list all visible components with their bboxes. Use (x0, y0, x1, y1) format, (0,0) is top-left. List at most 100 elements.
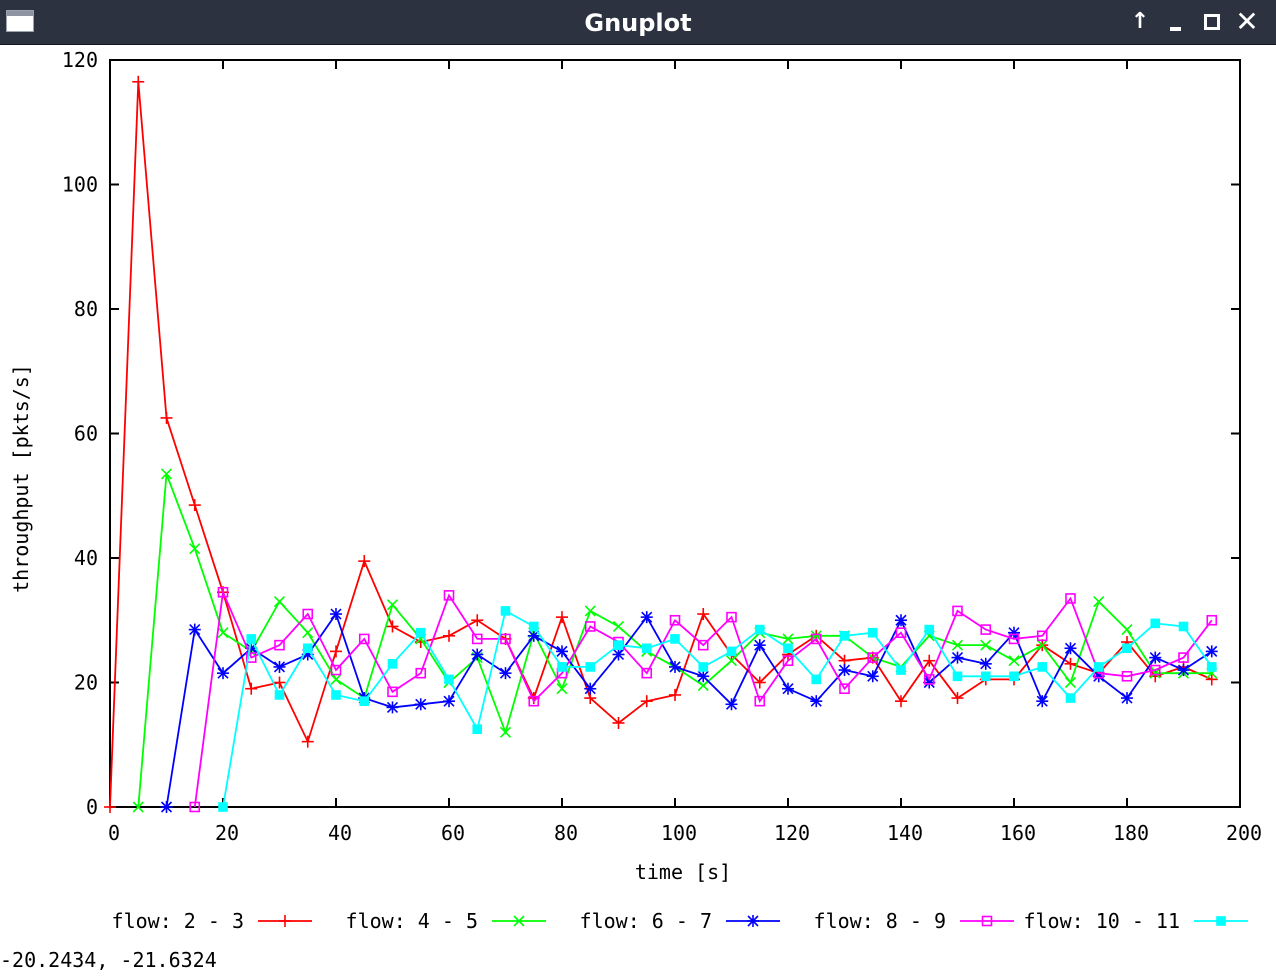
data-point-series-5 (444, 674, 454, 685)
data-point-series-3 (1064, 642, 1077, 655)
data-point-series-3 (1121, 692, 1133, 705)
data-point-series-4 (274, 639, 285, 651)
minimize-icon[interactable] (1161, 8, 1189, 36)
data-point-series-1 (301, 735, 314, 748)
data-point-series-1 (471, 614, 484, 627)
data-point-series-4 (923, 674, 935, 685)
data-point-series-5 (952, 671, 963, 682)
data-point-series-4 (1206, 614, 1218, 626)
data-point-series-5 (1093, 662, 1104, 672)
data-point-series-5 (246, 634, 257, 644)
y-tick-label: 80 (74, 297, 98, 321)
data-point-series-2 (810, 630, 822, 642)
window-title: Gnuplot (584, 9, 692, 37)
data-point-series-4 (415, 667, 427, 679)
data-point-series-1 (160, 411, 173, 424)
x-tick-label: 160 (1000, 821, 1036, 845)
y-axis-label: throughput [pkts/s] (9, 364, 33, 593)
y-tick-label: 100 (62, 173, 98, 197)
data-point-series-4 (952, 605, 963, 617)
plot-canvas[interactable]: 0 20 40 60 80 100 120 140 160 180 200 0 20 40 60 80 100 1… (0, 44, 1276, 944)
y-tick-label: 60 (74, 422, 98, 446)
data-point-series-5 (811, 674, 822, 685)
legend-marker-1 (279, 915, 291, 927)
data-point-series-2 (1121, 624, 1133, 636)
data-point-series-5 (641, 643, 652, 654)
data-point-series-1 (358, 555, 371, 568)
data-point-series-1 (612, 716, 625, 729)
data-point-series-2 (160, 468, 173, 480)
data-point-series-5 (500, 606, 511, 616)
data-point-series-2 (1149, 667, 1161, 679)
data-point-series-5 (1065, 693, 1076, 703)
x-tick-label: 100 (661, 821, 697, 845)
data-point-series-3 (782, 682, 794, 695)
data-point-series-5 (218, 802, 228, 812)
data-point-series-3 (330, 608, 342, 621)
data-point-series-2 (980, 639, 992, 651)
data-point-series-4 (387, 686, 398, 698)
data-point-series-4 (1121, 670, 1133, 682)
legend-marker-2 (513, 915, 525, 927)
series-line-5 (222, 609, 1213, 808)
data-point-series-3 (866, 670, 879, 683)
data-point-series-5 (670, 634, 680, 644)
data-point-series-4 (217, 586, 229, 598)
legend-marker-4 (981, 915, 993, 927)
data-point-series-4 (839, 683, 850, 695)
data-point-series-4 (726, 611, 737, 623)
data-point-series-5 (274, 690, 285, 700)
data-point-series-4 (782, 655, 794, 667)
legend-marker-5 (1216, 916, 1226, 926)
data-point-series-4 (471, 633, 483, 645)
x-tick-label: 20 (215, 821, 239, 845)
data-point-series-5 (783, 643, 793, 654)
data-point-series-3 (1008, 626, 1020, 639)
close-icon[interactable]: ✕ (1235, 5, 1259, 38)
x-tick-label: 0 (108, 821, 120, 845)
data-point-series-5 (1206, 662, 1217, 672)
data-point-series-3 (471, 648, 484, 661)
data-point-series-5 (585, 662, 596, 672)
data-point-series-1 (330, 645, 342, 658)
data-point-series-3 (160, 801, 173, 813)
data-point-series-4 (754, 695, 766, 707)
data-point-series-3 (979, 657, 992, 670)
window-icon[interactable] (6, 10, 34, 32)
data-point-series-1 (1064, 657, 1077, 670)
legend-label-2: flow: 4 - 5 (346, 909, 478, 933)
data-point-series-3 (499, 667, 512, 680)
data-point-series-4 (302, 608, 314, 620)
data-point-series-3 (725, 698, 738, 711)
data-point-series-2 (330, 673, 342, 685)
x-tick-label: 40 (328, 821, 352, 845)
data-point-series-3 (1149, 651, 1162, 664)
y-tick-label: 0 (86, 795, 98, 819)
data-point-series-1 (640, 695, 653, 708)
y-tick-label: 20 (74, 671, 98, 695)
data-point-series-5 (1122, 643, 1132, 654)
data-point-series-4 (980, 624, 992, 635)
data-point-series-3 (386, 701, 399, 714)
data-point-series-2 (584, 605, 596, 617)
series-line-4 (193, 588, 1213, 808)
data-point-series-4 (1008, 633, 1020, 645)
data-point-series-5 (698, 662, 709, 672)
data-point-series-5 (472, 724, 483, 734)
data-point-series-2 (132, 801, 144, 813)
data-point-series-2 (499, 726, 512, 738)
data-point-series-1 (895, 695, 907, 708)
x-tick-label: 120 (774, 821, 810, 845)
data-point-series-3 (612, 648, 625, 661)
maximize-icon[interactable] (1197, 8, 1225, 36)
data-point-series-1 (697, 608, 710, 621)
data-point-series-3 (669, 660, 681, 673)
data-point-series-3 (697, 670, 710, 683)
data-point-series-1 (923, 654, 936, 667)
data-point-series-2 (386, 599, 399, 611)
data-point-series-4 (528, 695, 540, 707)
up-arrow-icon[interactable]: ↑ (1130, 9, 1150, 34)
data-point-series-4 (584, 621, 596, 632)
x-tick-label: 180 (1113, 821, 1149, 845)
data-point-series-5 (726, 646, 737, 657)
